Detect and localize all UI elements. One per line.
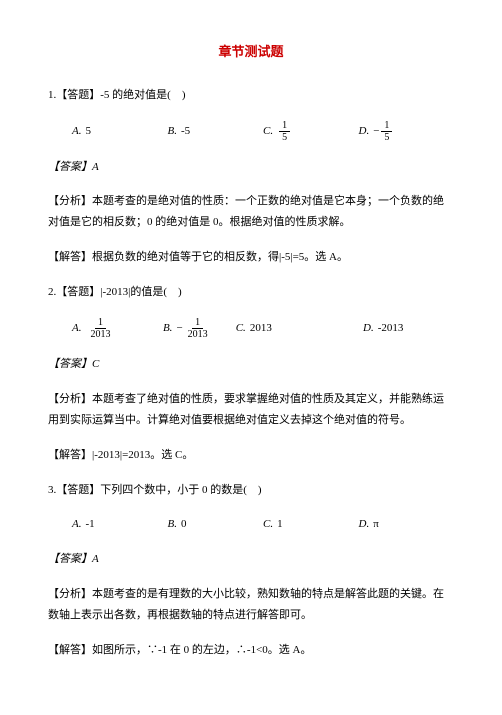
fraction: 1 2013 (185, 317, 211, 340)
option-label-d: D. (363, 318, 374, 339)
q3-options: A. -1 B. 0 C. 1 D. π (48, 514, 454, 535)
fraction: 1 5 (381, 120, 392, 143)
denominator: 5 (381, 132, 392, 143)
option-label-c: C. (236, 318, 246, 339)
q3-solve: 【解答】如图所示，∵-1 在 0 的左边，∴-1<0。选 A。 (48, 640, 454, 661)
minus-sign: − (373, 121, 379, 142)
denominator: 2013 (185, 329, 211, 340)
q1-solve: 【解答】根据负数的绝对值等于它的相反数，得|-5|=5。选 A。 (48, 247, 454, 268)
q2-option-c: C. 2013 (236, 317, 363, 340)
option-label-d: D. (359, 121, 370, 142)
q2-option-b: B. − 1 2013 (163, 317, 236, 340)
q2-answer: 【答案】C (48, 354, 454, 375)
q1-option-d: D. − 1 5 (359, 120, 455, 143)
q3-a-value: -1 (85, 514, 94, 535)
q2-solve: 【解答】|-2013|=2013。选 C。 (48, 445, 454, 466)
denominator: 5 (279, 132, 290, 143)
q3-analysis: 【分析】本题考查的是有理数的大小比较，熟知数轴的特点是解答此题的关键。在数轴上表… (48, 584, 454, 626)
fraction: 1 2013 (87, 317, 113, 340)
q3-d-value: π (373, 514, 379, 535)
numerator: 1 (95, 317, 106, 329)
page-title: 章节测试题 (48, 40, 454, 65)
q1-answer: 【答案】A (48, 157, 454, 178)
option-label-a: A. (72, 318, 81, 339)
q1-option-b: B. -5 (168, 120, 264, 143)
option-label-d: D. (359, 514, 370, 535)
option-label-a: A. (72, 514, 81, 535)
numerator: 1 (381, 120, 392, 132)
q2-options: A. 1 2013 B. − 1 2013 C. 2013 D. -2013 (48, 317, 454, 340)
q3-c-value: 1 (277, 514, 283, 535)
q1-option-c: C. 1 5 (263, 120, 359, 143)
minus-sign: − (176, 318, 182, 339)
option-label-b: B. (168, 514, 177, 535)
q3-b-value: 0 (181, 514, 187, 535)
option-label-c: C. (263, 121, 273, 142)
q3-option-a: A. -1 (72, 514, 168, 535)
numerator: 1 (192, 317, 203, 329)
q3-answer: 【答案】A (48, 549, 454, 570)
numerator: 1 (279, 120, 290, 132)
q3-option-c: C. 1 (263, 514, 359, 535)
q3-option-b: B. 0 (168, 514, 264, 535)
exam-document: 章节测试题 1.【答题】-5 的绝对值是( ) A. 5 B. -5 C. 1 … (0, 0, 502, 715)
denominator: 2013 (87, 329, 113, 340)
q1-options: A. 5 B. -5 C. 1 5 D. − 1 5 (48, 120, 454, 143)
q2-option-a: A. 1 2013 (72, 317, 163, 340)
negative-fraction: − 1 5 (373, 120, 394, 143)
q2-d-value: -2013 (378, 318, 404, 339)
q2-option-d: D. -2013 (363, 317, 454, 340)
q1-b-value: -5 (181, 121, 190, 142)
option-label-c: C. (263, 514, 273, 535)
q2-analysis: 【分析】本题考查了绝对值的性质，要求掌握绝对值的性质及其定义，并能熟练运用到实际… (48, 389, 454, 431)
q1-option-a: A. 5 (72, 120, 168, 143)
option-label-b: B. (163, 318, 172, 339)
option-label-b: B. (168, 121, 177, 142)
q3-stem: 3.【答题】下列四个数中，小于 0 的数是( ) (48, 480, 454, 501)
q2-c-value: 2013 (250, 318, 272, 339)
q1-stem: 1.【答题】-5 的绝对值是( ) (48, 85, 454, 106)
q3-option-d: D. π (359, 514, 455, 535)
option-label-a: A. (72, 121, 81, 142)
q1-a-value: 5 (85, 121, 91, 142)
fraction: 1 5 (279, 120, 290, 143)
q1-analysis: 【分析】本题考查的是绝对值的性质：一个正数的绝对值是它本身；一个负数的绝对值是它… (48, 191, 454, 233)
q2-stem: 2.【答题】|-2013|的值是( ) (48, 282, 454, 303)
negative-fraction: − 1 2013 (176, 317, 212, 340)
